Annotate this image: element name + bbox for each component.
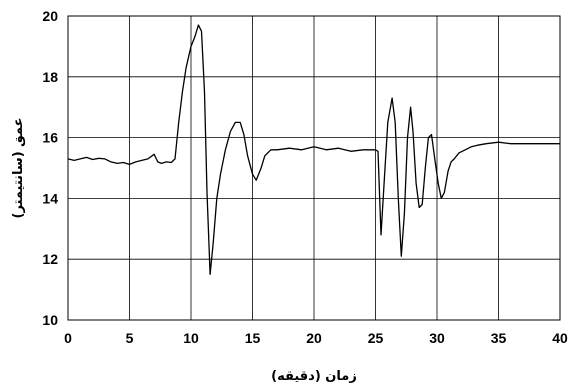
x-tick-label: 20 — [306, 330, 322, 346]
series-line-depth — [67, 24, 560, 276]
x-tick-label: 10 — [183, 330, 199, 346]
y-tick-label: 14 — [42, 190, 58, 206]
x-tick-label: 25 — [368, 330, 384, 346]
y-tick-label: 12 — [42, 251, 58, 267]
x-tick-labels: 0 5 10 15 20 25 30 35 40 — [64, 330, 568, 346]
y-tick-label: 16 — [42, 130, 58, 146]
x-tick-label: 30 — [429, 330, 445, 346]
y-tick-labels: 10 12 14 16 18 20 — [42, 8, 58, 328]
y-tick-label: 20 — [42, 8, 58, 24]
x-tick-label: 0 — [64, 330, 72, 346]
plot-area-frame — [67, 15, 561, 321]
grid-lines — [67, 15, 561, 321]
x-tick-label: 15 — [245, 330, 261, 346]
y-axis-title: عمق (سانتيمتر) — [11, 118, 26, 219]
x-tick-label: 35 — [491, 330, 507, 346]
x-tick-label: 5 — [126, 330, 134, 346]
y-tick-label: 10 — [42, 312, 58, 328]
y-tick-label: 18 — [42, 69, 58, 85]
x-axis-title: زمان (دقيقه) — [271, 369, 357, 384]
x-tick-label: 40 — [552, 330, 568, 346]
